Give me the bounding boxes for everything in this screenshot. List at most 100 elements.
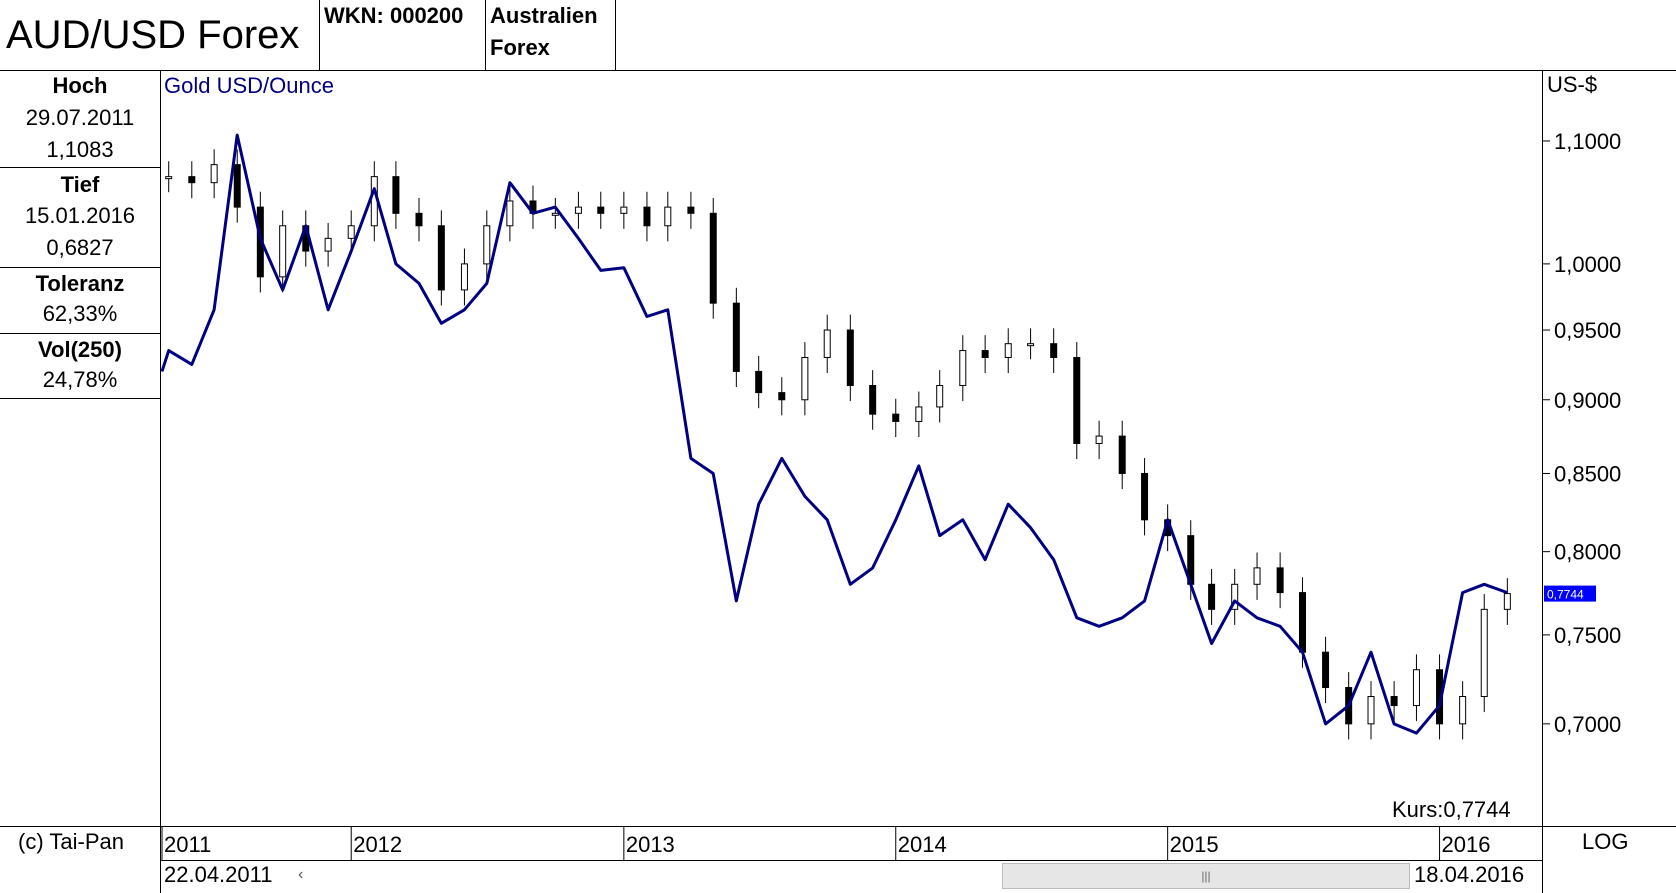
x-tick-label: 2016 — [1442, 832, 1491, 857]
candle-body — [279, 225, 287, 278]
candle-body — [823, 329, 831, 358]
candle-body — [1367, 696, 1375, 725]
scroll-left-arrow[interactable]: ‹ — [298, 866, 304, 883]
candle-body — [1480, 608, 1488, 698]
x-tick-label: 2013 — [626, 832, 675, 857]
candle-body — [981, 350, 989, 358]
left-panel-divider — [160, 70, 161, 893]
stat-toleranz-value: 62,33% — [42, 301, 118, 326]
x-tick-label: 2015 — [1170, 832, 1219, 857]
header-divider — [615, 0, 616, 70]
right-axis-divider — [1542, 70, 1543, 893]
current-price-marker-text: 0,7744 — [1547, 588, 1584, 602]
candle-body — [392, 176, 400, 214]
candle-body — [460, 263, 468, 291]
candle-body — [210, 164, 218, 184]
current-price-marker — [1544, 585, 1596, 602]
gold-overlay-line — [160, 133, 1508, 735]
end-date-label: 18.04.2016 — [1414, 862, 1525, 887]
candle-body — [1298, 592, 1306, 653]
stat-tief-date: 15.01.2016 — [24, 203, 136, 228]
candle-body — [1253, 567, 1261, 585]
candle-body — [1050, 343, 1058, 358]
stat-divider — [0, 167, 160, 168]
candle-body — [1390, 696, 1398, 707]
candle-body — [188, 176, 196, 184]
candle-body — [915, 406, 923, 422]
candle-body — [1276, 567, 1284, 594]
stat-divider — [0, 398, 160, 399]
footer-mid-rule — [160, 860, 1542, 861]
candle-body — [1095, 435, 1103, 444]
y-tick-label: 1,1000 — [1554, 129, 1621, 154]
candle-body — [551, 212, 559, 216]
candle-body — [959, 350, 967, 387]
stat-vol-label: Vol(250) — [38, 337, 122, 362]
candle-body — [1027, 343, 1035, 347]
log-scale-toggle[interactable]: LOG — [1582, 829, 1629, 854]
candle-body — [1231, 583, 1239, 610]
candle-body — [687, 206, 695, 214]
stat-hoch-value: 1,1083 — [46, 137, 114, 162]
scrollbar-grip-icon: ||| — [1201, 869, 1211, 883]
overlay-series-label: Gold USD/Ounce — [164, 73, 334, 98]
y-tick-label: 0,9000 — [1554, 388, 1621, 413]
candle-body — [324, 237, 332, 252]
candle-body — [483, 225, 491, 265]
timeline-scrollbar-thumb[interactable]: ||| — [1002, 863, 1410, 889]
candle-body — [936, 385, 944, 408]
y-tick-label: 1,0000 — [1554, 252, 1621, 277]
candle-body — [846, 329, 854, 387]
candle-body — [1073, 356, 1081, 444]
wkn-label: WKN: 000200 — [324, 3, 464, 28]
current-price-label: Kurs:0,7744 — [1392, 797, 1511, 822]
stat-divider — [0, 267, 160, 268]
instrument-name-line1: Australien — [490, 3, 598, 28]
stat-tief-label: Tief — [60, 172, 100, 197]
x-tick-label: 2014 — [898, 832, 947, 857]
y-tick-label: 0,9500 — [1554, 318, 1621, 343]
candle-body — [1322, 651, 1330, 689]
stat-divider — [0, 333, 160, 334]
candle-body — [643, 206, 651, 227]
stat-toleranz-label: Toleranz — [35, 271, 125, 296]
candle-body — [892, 413, 900, 422]
candle-body — [233, 164, 241, 208]
candle-body — [1141, 472, 1149, 521]
candle-body — [415, 212, 423, 227]
y-tick-label: 0,7500 — [1554, 623, 1621, 648]
wkn-box: WKN: 000200 — [319, 0, 485, 70]
candle-body — [1208, 583, 1216, 610]
candle-body — [1004, 343, 1012, 358]
candle-body — [1503, 593, 1511, 610]
x-tick-label: 2011 — [164, 832, 211, 857]
instrument-name-box: Australien Forex — [485, 0, 615, 70]
candle-body — [437, 225, 445, 291]
candle-body — [801, 356, 809, 401]
instrument-name-line2: Forex — [490, 35, 550, 60]
currency-label: US-$ — [1547, 72, 1598, 97]
page-title: AUD/USD Forex — [6, 13, 300, 57]
candle-body — [732, 302, 740, 372]
candle-body — [1459, 696, 1467, 725]
candle-body — [347, 225, 355, 239]
candle-body — [506, 200, 514, 227]
candle-body — [620, 206, 628, 214]
stat-hoch-date: 29.07.2011 — [25, 105, 135, 130]
stat-hoch-label: Hoch — [52, 73, 108, 98]
x-tick-label: 2012 — [353, 832, 402, 857]
candle-body — [709, 212, 717, 304]
stat-tief-value: 0,6827 — [46, 235, 114, 260]
candle-body — [664, 206, 672, 227]
y-tick-label: 0,7000 — [1554, 712, 1621, 737]
stat-vol-value: 24,78% — [42, 367, 118, 392]
footer-top-rule — [0, 826, 1676, 827]
candle-body — [778, 392, 786, 401]
y-tick-label: 0,8500 — [1554, 461, 1621, 486]
candle-body — [597, 206, 605, 214]
candle-body — [574, 206, 582, 214]
candle-body — [165, 176, 173, 180]
candle-body — [1412, 669, 1420, 707]
candle-body — [869, 385, 877, 415]
